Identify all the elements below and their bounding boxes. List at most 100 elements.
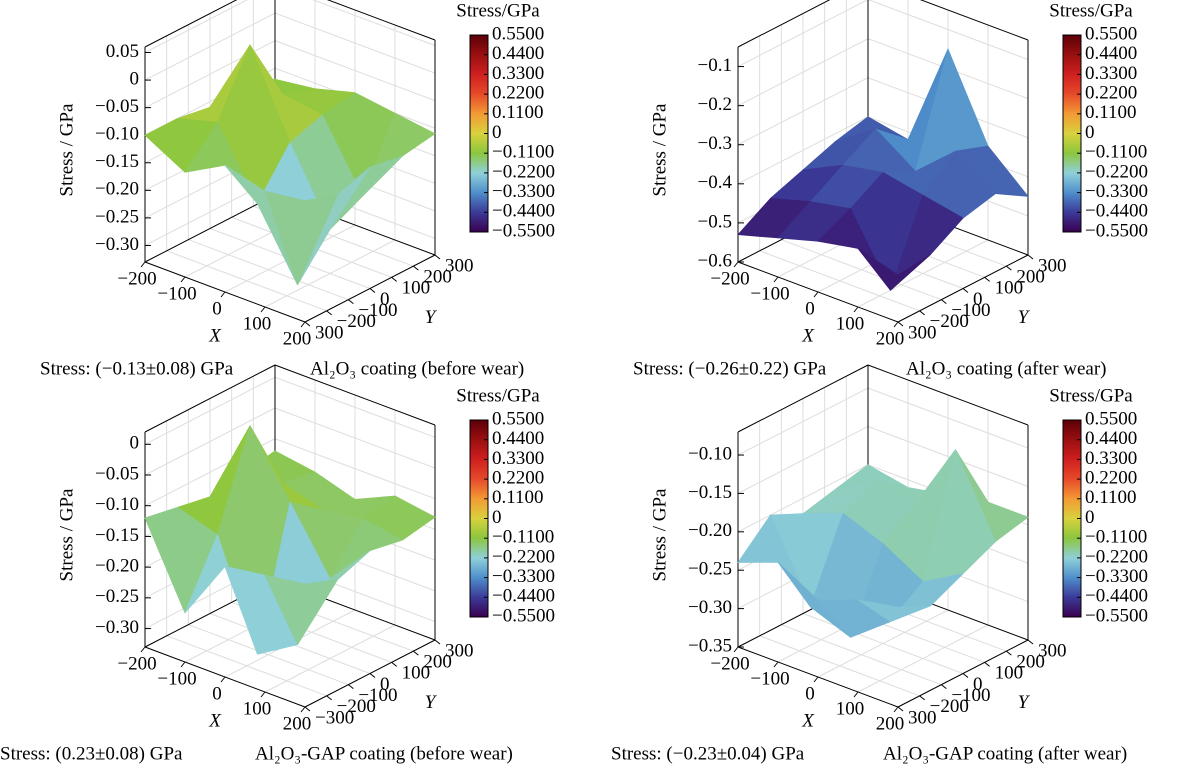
colorbar-tick-label: −0.3300 [1085, 566, 1148, 587]
x-tick [220, 676, 226, 683]
box-edge [144, 261, 306, 323]
y-tick [348, 299, 354, 305]
surface-patch [857, 247, 931, 291]
z-tick-label: −0.15 [95, 525, 139, 546]
colorbar-tick-label: 0.5500 [1085, 408, 1137, 429]
y-tick [434, 639, 441, 645]
coating-caption: Al₂O₃ coating (after wear) [906, 358, 1107, 379]
x-tick [300, 321, 306, 328]
x-tick-label: 0 [212, 298, 222, 319]
y-tick [348, 684, 354, 690]
y-tick [1006, 265, 1012, 271]
x-tick-label: 200 [876, 713, 905, 734]
x-tick-label: −100 [157, 668, 196, 689]
y-tick [941, 684, 947, 690]
y-tick [919, 695, 925, 701]
x-tick [733, 646, 739, 653]
z-tick-label: −0.5 [698, 211, 732, 232]
x-tick [813, 291, 819, 298]
y-tick [1006, 650, 1012, 656]
y-tick [1027, 639, 1034, 645]
colorbar-title: Stress/GPa [456, 385, 540, 406]
x-tick-label: 0 [805, 298, 815, 319]
x-tick [773, 276, 779, 283]
y-tick [391, 276, 397, 282]
colorbar-tick-label: −0.3300 [1085, 181, 1148, 202]
z-tick-label: −0.10 [688, 443, 732, 464]
y-tick-label: −200 [930, 311, 969, 332]
y-tick-label: 200 [423, 652, 452, 673]
y-tick-label: 200 [1016, 267, 1045, 288]
x-tick [180, 661, 186, 668]
box-edge [737, 0, 831, 48]
y-tick-label: −200 [337, 696, 376, 717]
y-axis-label: Y [1018, 307, 1031, 328]
x-axis-label: X [208, 325, 222, 346]
x-tick-label: −100 [750, 668, 789, 689]
colorbar-tick-label: 0.5500 [1085, 23, 1137, 44]
x-tick [300, 706, 306, 713]
colorbar-tick-label: −0.3300 [492, 181, 555, 202]
grid-line [802, 613, 964, 674]
y-tick-label: 300 [1038, 640, 1067, 661]
box-edge [144, 194, 276, 263]
box-edge [144, 0, 238, 48]
x-tick [140, 261, 146, 268]
colorbar-tick-label: 0.1100 [492, 102, 544, 123]
y-tick-label: 200 [1016, 652, 1045, 673]
y-tick-label: 300 [445, 255, 474, 276]
y-tick [962, 673, 969, 678]
colorbar-tick-label: 0.1100 [1085, 102, 1137, 123]
colorbar-tick-label: −0.4400 [1085, 201, 1148, 222]
x-tick [853, 306, 859, 313]
box-edge [304, 639, 436, 708]
panel: 0−0.05−0.10−0.15−0.20−0.25−0.30−200−1000… [0, 364, 555, 764]
y-tick-label: 300 [908, 707, 937, 728]
z-tick-label: −0.30 [95, 617, 139, 638]
z-tick-label: −0.10 [95, 494, 139, 515]
colorbar-tick-label: −0.5500 [492, 605, 555, 626]
z-axis-label: Stress / GPa [56, 103, 77, 196]
x-tick-label: 100 [243, 698, 272, 719]
z-tick-label: −0.2 [698, 94, 732, 115]
y-tick-label: 100 [402, 278, 431, 299]
y-tick [369, 288, 376, 293]
grid-line [166, 250, 327, 312]
box-edge [737, 364, 869, 433]
colorbar-tick-label: 0.3300 [492, 63, 544, 84]
box-edge [919, 0, 1029, 41]
y-tick [304, 321, 311, 327]
colorbar-tick-label: −0.4400 [492, 201, 555, 222]
y-tick [391, 661, 397, 667]
z-tick-label: −0.1 [698, 55, 732, 76]
y-tick-label: 0 [380, 289, 390, 310]
x-tick [180, 276, 186, 283]
x-tick-label: 0 [212, 683, 222, 704]
x-tick-label: 200 [876, 328, 905, 349]
colorbar-tick-label: 0 [1085, 507, 1095, 528]
y-axis-label: Y [1018, 692, 1031, 713]
y-tick [962, 288, 969, 293]
colorbar-tick-label: −0.2200 [492, 161, 555, 182]
x-tick [260, 691, 266, 698]
grid-line [188, 624, 349, 686]
y-tick-label: 300 [908, 322, 937, 343]
y-tick [369, 673, 376, 678]
y-tick-label: 100 [995, 663, 1024, 684]
x-tick-label: −200 [710, 268, 749, 289]
coating-caption: Al₂O₃-GAP coating (after wear) [883, 743, 1127, 764]
panel: −0.10−0.15−0.20−0.25−0.30−0.35−200−10001… [611, 364, 1148, 764]
colorbar-tick-label: −0.5500 [1085, 605, 1148, 626]
x-tick-label: 200 [283, 713, 312, 734]
coating-caption: Al₂O₃ coating (before wear) [310, 358, 524, 379]
y-tick-label: 200 [423, 267, 452, 288]
box-edge [304, 254, 436, 323]
y-tick-label: −200 [337, 311, 376, 332]
y-tick-label: 300 [315, 322, 344, 343]
y-tick-label: −100 [358, 300, 397, 321]
colorbar-tick-label: 0.2200 [1085, 82, 1137, 103]
z-tick-label: −0.35 [688, 635, 732, 656]
z-tick-label: −0.05 [95, 96, 139, 117]
colorbar-tick-label: −0.2200 [1085, 161, 1148, 182]
